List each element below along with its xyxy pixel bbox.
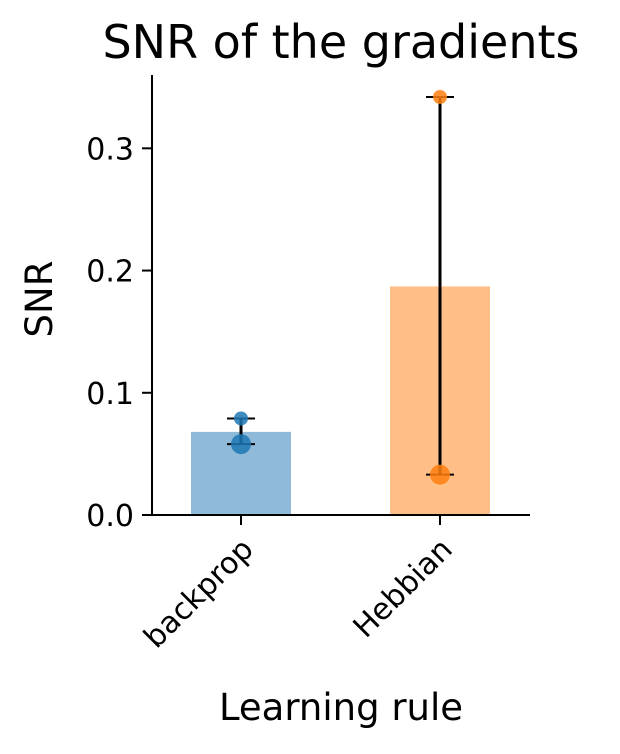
x-tick-label-hebbian: Hebbian (347, 532, 460, 645)
data-point (433, 90, 447, 104)
data-point (234, 411, 248, 426)
data-point (430, 464, 450, 485)
x-tick-label-backprop: backprop (137, 532, 260, 655)
y-tick-label: 0.0 (86, 499, 134, 534)
y-tick-label: 0.1 (86, 377, 134, 412)
x-axis-label: Learning rule (219, 686, 463, 729)
y-tick-label: 0.2 (86, 255, 134, 290)
y-tick-label: 0.3 (86, 132, 134, 167)
data-point (231, 434, 251, 455)
chart-title: SNR of the gradients (102, 15, 579, 69)
y-axis-label: SNR (18, 261, 61, 338)
plot-area: 0.0 0.1 0.2 0.3 backprop Hebbian (86, 75, 530, 655)
